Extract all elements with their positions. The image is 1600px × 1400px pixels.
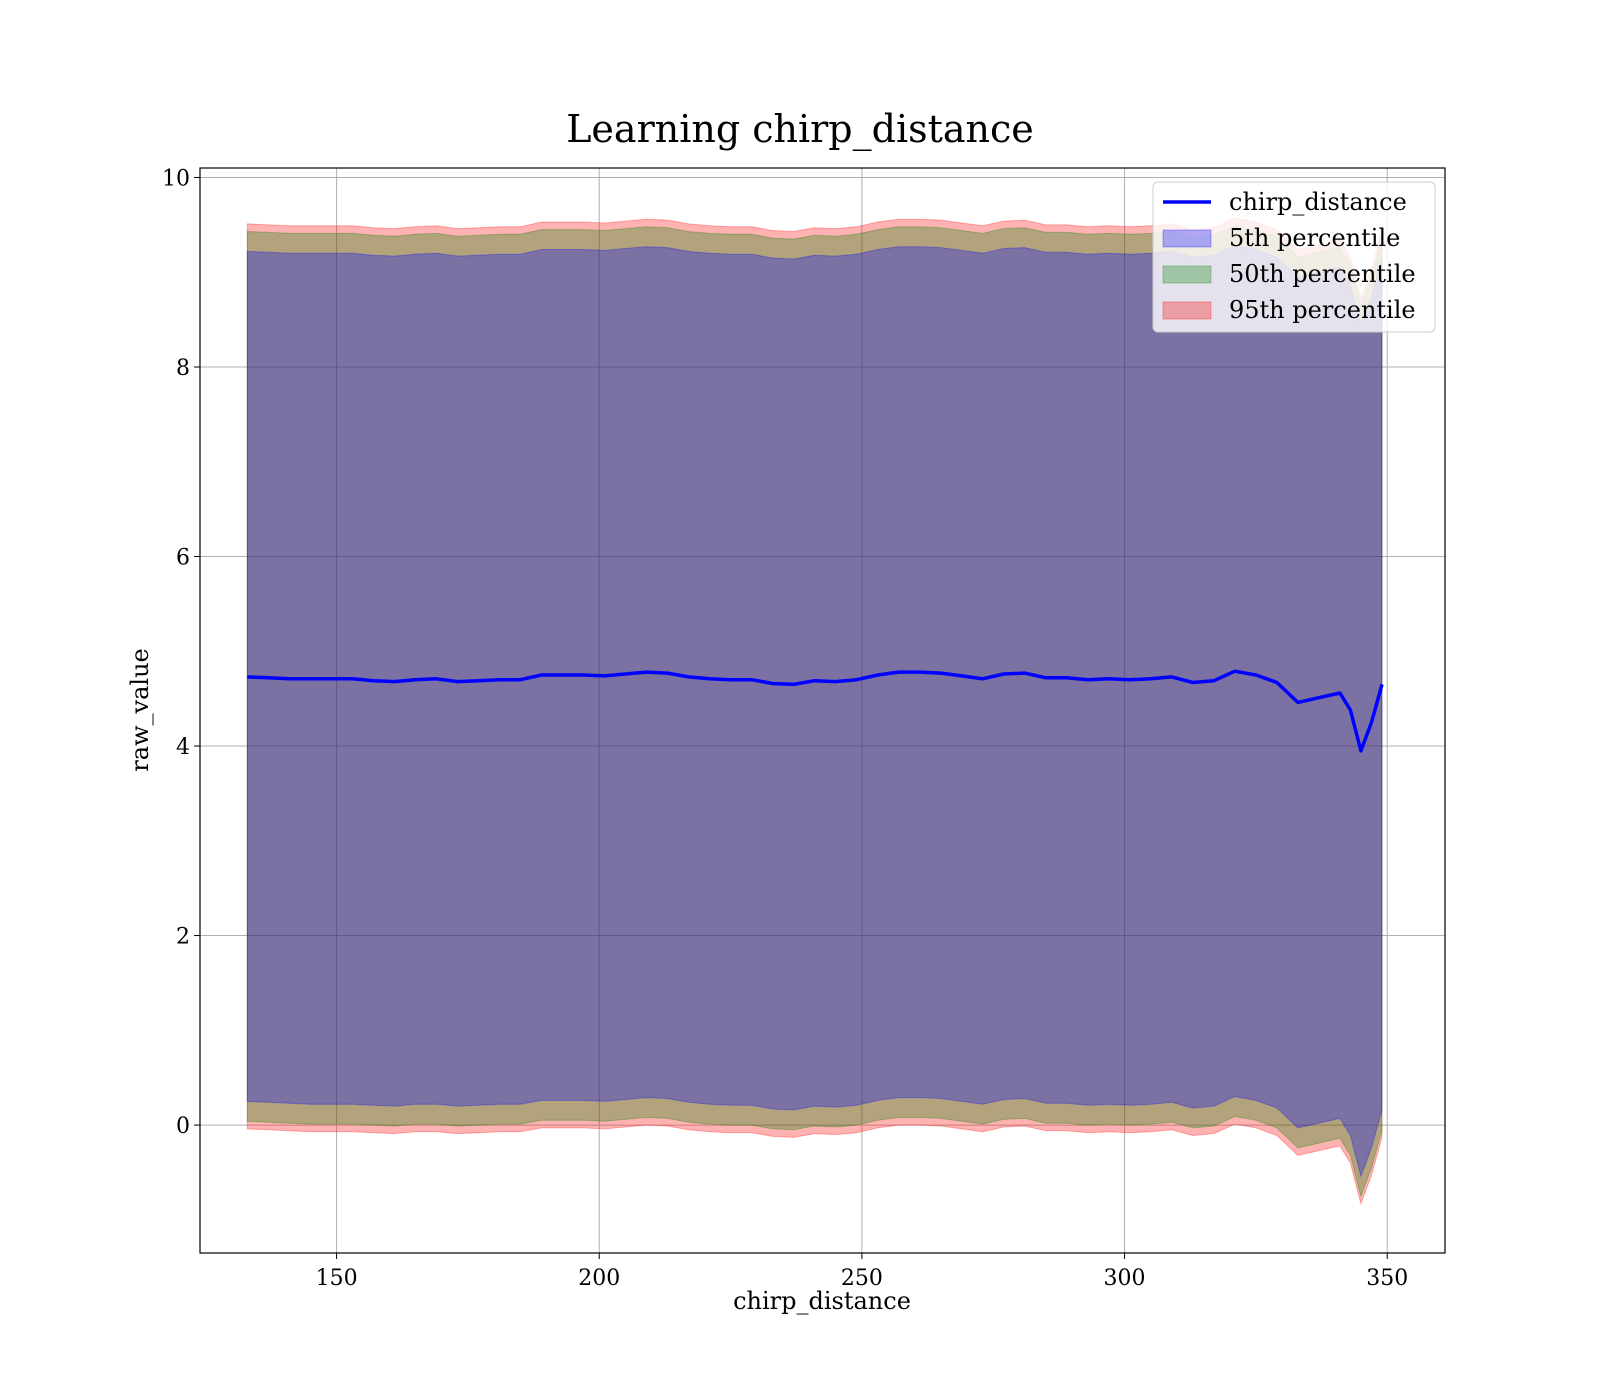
x-tick-label: 250 — [841, 1266, 883, 1291]
data-lines — [247, 669, 1384, 753]
grid — [200, 168, 1445, 1253]
legend-swatch — [1162, 301, 1212, 320]
y-tick-label: 10 — [162, 166, 190, 191]
legend-box — [1152, 181, 1436, 333]
band-50th-percentile — [246, 225, 1383, 1198]
x-tick-label: 350 — [1366, 1266, 1408, 1291]
x-axis-label: chirp_distance — [733, 1287, 911, 1315]
y-axis-label: raw_value — [126, 648, 154, 772]
band-95th-percentile — [246, 217, 1383, 1206]
legend: chirp_distance 5th percentile 50th percent… — [1152, 181, 1436, 333]
y-tick-label: 8 — [176, 356, 190, 381]
legend-swatch — [1162, 229, 1212, 248]
x-tick-label: 150 — [316, 1266, 358, 1291]
line-chirp-distance — [247, 669, 1384, 753]
y-axis-ticks: 0 2 4 6 8 10 — [162, 166, 200, 1139]
legend-swatch — [1162, 265, 1212, 284]
band-5th-percentile — [246, 245, 1383, 1178]
y-tick-label: 2 — [176, 925, 190, 950]
legend-label: 5th percentile — [1229, 224, 1400, 252]
legend-label: chirp_distance — [1229, 188, 1407, 216]
legend-label: 50th percentile — [1229, 260, 1416, 288]
chart-title: Learning chirp_distance — [566, 107, 1034, 152]
x-tick-label: 300 — [1104, 1266, 1146, 1291]
plot-frame — [199, 167, 1446, 1254]
x-axis-ticks: 150 200 250 300 350 — [316, 1253, 1408, 1291]
y-tick-label: 6 — [176, 546, 190, 571]
y-tick-label: 0 — [176, 1114, 190, 1139]
percentile-bands — [246, 217, 1383, 1206]
y-tick-label: 4 — [176, 735, 190, 760]
x-tick-label: 200 — [578, 1266, 620, 1291]
legend-label: 95th percentile — [1229, 296, 1416, 324]
